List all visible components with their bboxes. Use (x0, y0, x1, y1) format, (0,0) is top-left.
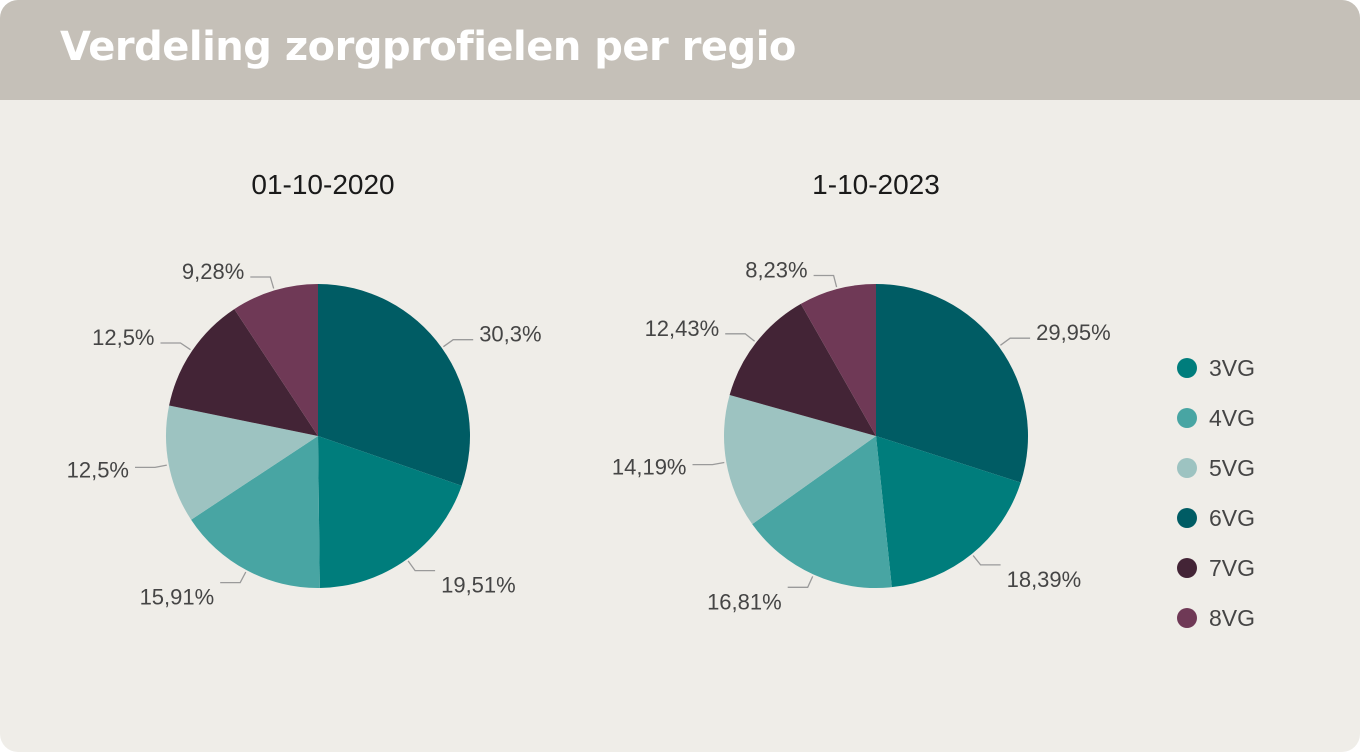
pie-slice-3vg (876, 436, 1021, 588)
pie-slice-6vg (318, 284, 471, 486)
legend-label-3vg: 3VG (1209, 355, 1255, 381)
data-label: 9,28% (182, 259, 244, 284)
pie-slice-8vg (800, 284, 876, 436)
data-label: 12,5% (92, 325, 154, 350)
header-bar: Verdeling zorgprofielen per regio (0, 0, 1360, 100)
leader-line (135, 464, 167, 469)
leader-line (160, 342, 191, 351)
data-label: 12,43% (645, 316, 720, 341)
pie-slice-6vg (876, 284, 1029, 483)
pie-slice-4vg (752, 436, 892, 588)
legend-marker-8vg (1177, 608, 1197, 628)
legend-marker-5vg (1177, 458, 1197, 478)
legend-label-8vg: 8VG (1209, 605, 1255, 631)
pie-slice-7vg (729, 303, 876, 436)
leader-line (220, 571, 247, 584)
data-label: 19,51% (441, 573, 516, 598)
data-label: 15,91% (140, 585, 215, 610)
data-label: 14,19% (612, 455, 687, 480)
legend: 3VG 4VG 5VG 6VG 7VG 8VG (1177, 355, 1255, 631)
leader-line (1000, 337, 1031, 346)
leader-line (250, 276, 275, 289)
legend-label-7vg: 7VG (1209, 555, 1255, 581)
leader-line (787, 576, 814, 588)
leader-line (725, 333, 756, 342)
leader-line (692, 461, 725, 466)
pie-slice-7vg (169, 309, 318, 436)
legend-marker-6vg (1177, 508, 1197, 528)
leader-line (972, 555, 1001, 566)
pie-chart-2020: 01-10-2020 30,3% 19,51% 15,91% 12,5% 12,5% 9,… (67, 169, 542, 610)
legend-marker-4vg (1177, 408, 1197, 428)
legend-marker-7vg (1177, 558, 1197, 578)
pie-chart-2023: 1-10-2023 29,95% 18,39% 16,81% 14,19% 12,43%… (612, 169, 1111, 614)
pie-slice-5vg (165, 405, 318, 520)
legend-marker-3vg (1177, 358, 1197, 378)
leader-line (443, 339, 474, 348)
pie-slice-4vg (191, 436, 320, 589)
data-label: 29,95% (1036, 320, 1111, 345)
chart-title-2020: 01-10-2020 (251, 169, 394, 200)
chart-title-2023: 1-10-2023 (812, 169, 940, 200)
legend-label-5vg: 5VG (1209, 455, 1255, 481)
data-label: 12,5% (67, 457, 129, 482)
leader-line (407, 560, 436, 572)
data-label: 30,3% (479, 322, 541, 347)
legend-label-4vg: 4VG (1209, 405, 1255, 431)
data-label: 16,81% (707, 589, 782, 614)
data-label: 18,39% (1007, 567, 1082, 592)
page-title: Verdeling zorgprofielen per regio (60, 24, 796, 70)
legend-label-6vg: 6VG (1209, 505, 1255, 531)
data-label: 8,23% (745, 258, 807, 283)
pie-slice-5vg (724, 395, 876, 525)
leader-line (813, 274, 838, 288)
pie-slice-3vg (318, 436, 462, 588)
pie-slice-8vg (234, 284, 318, 436)
